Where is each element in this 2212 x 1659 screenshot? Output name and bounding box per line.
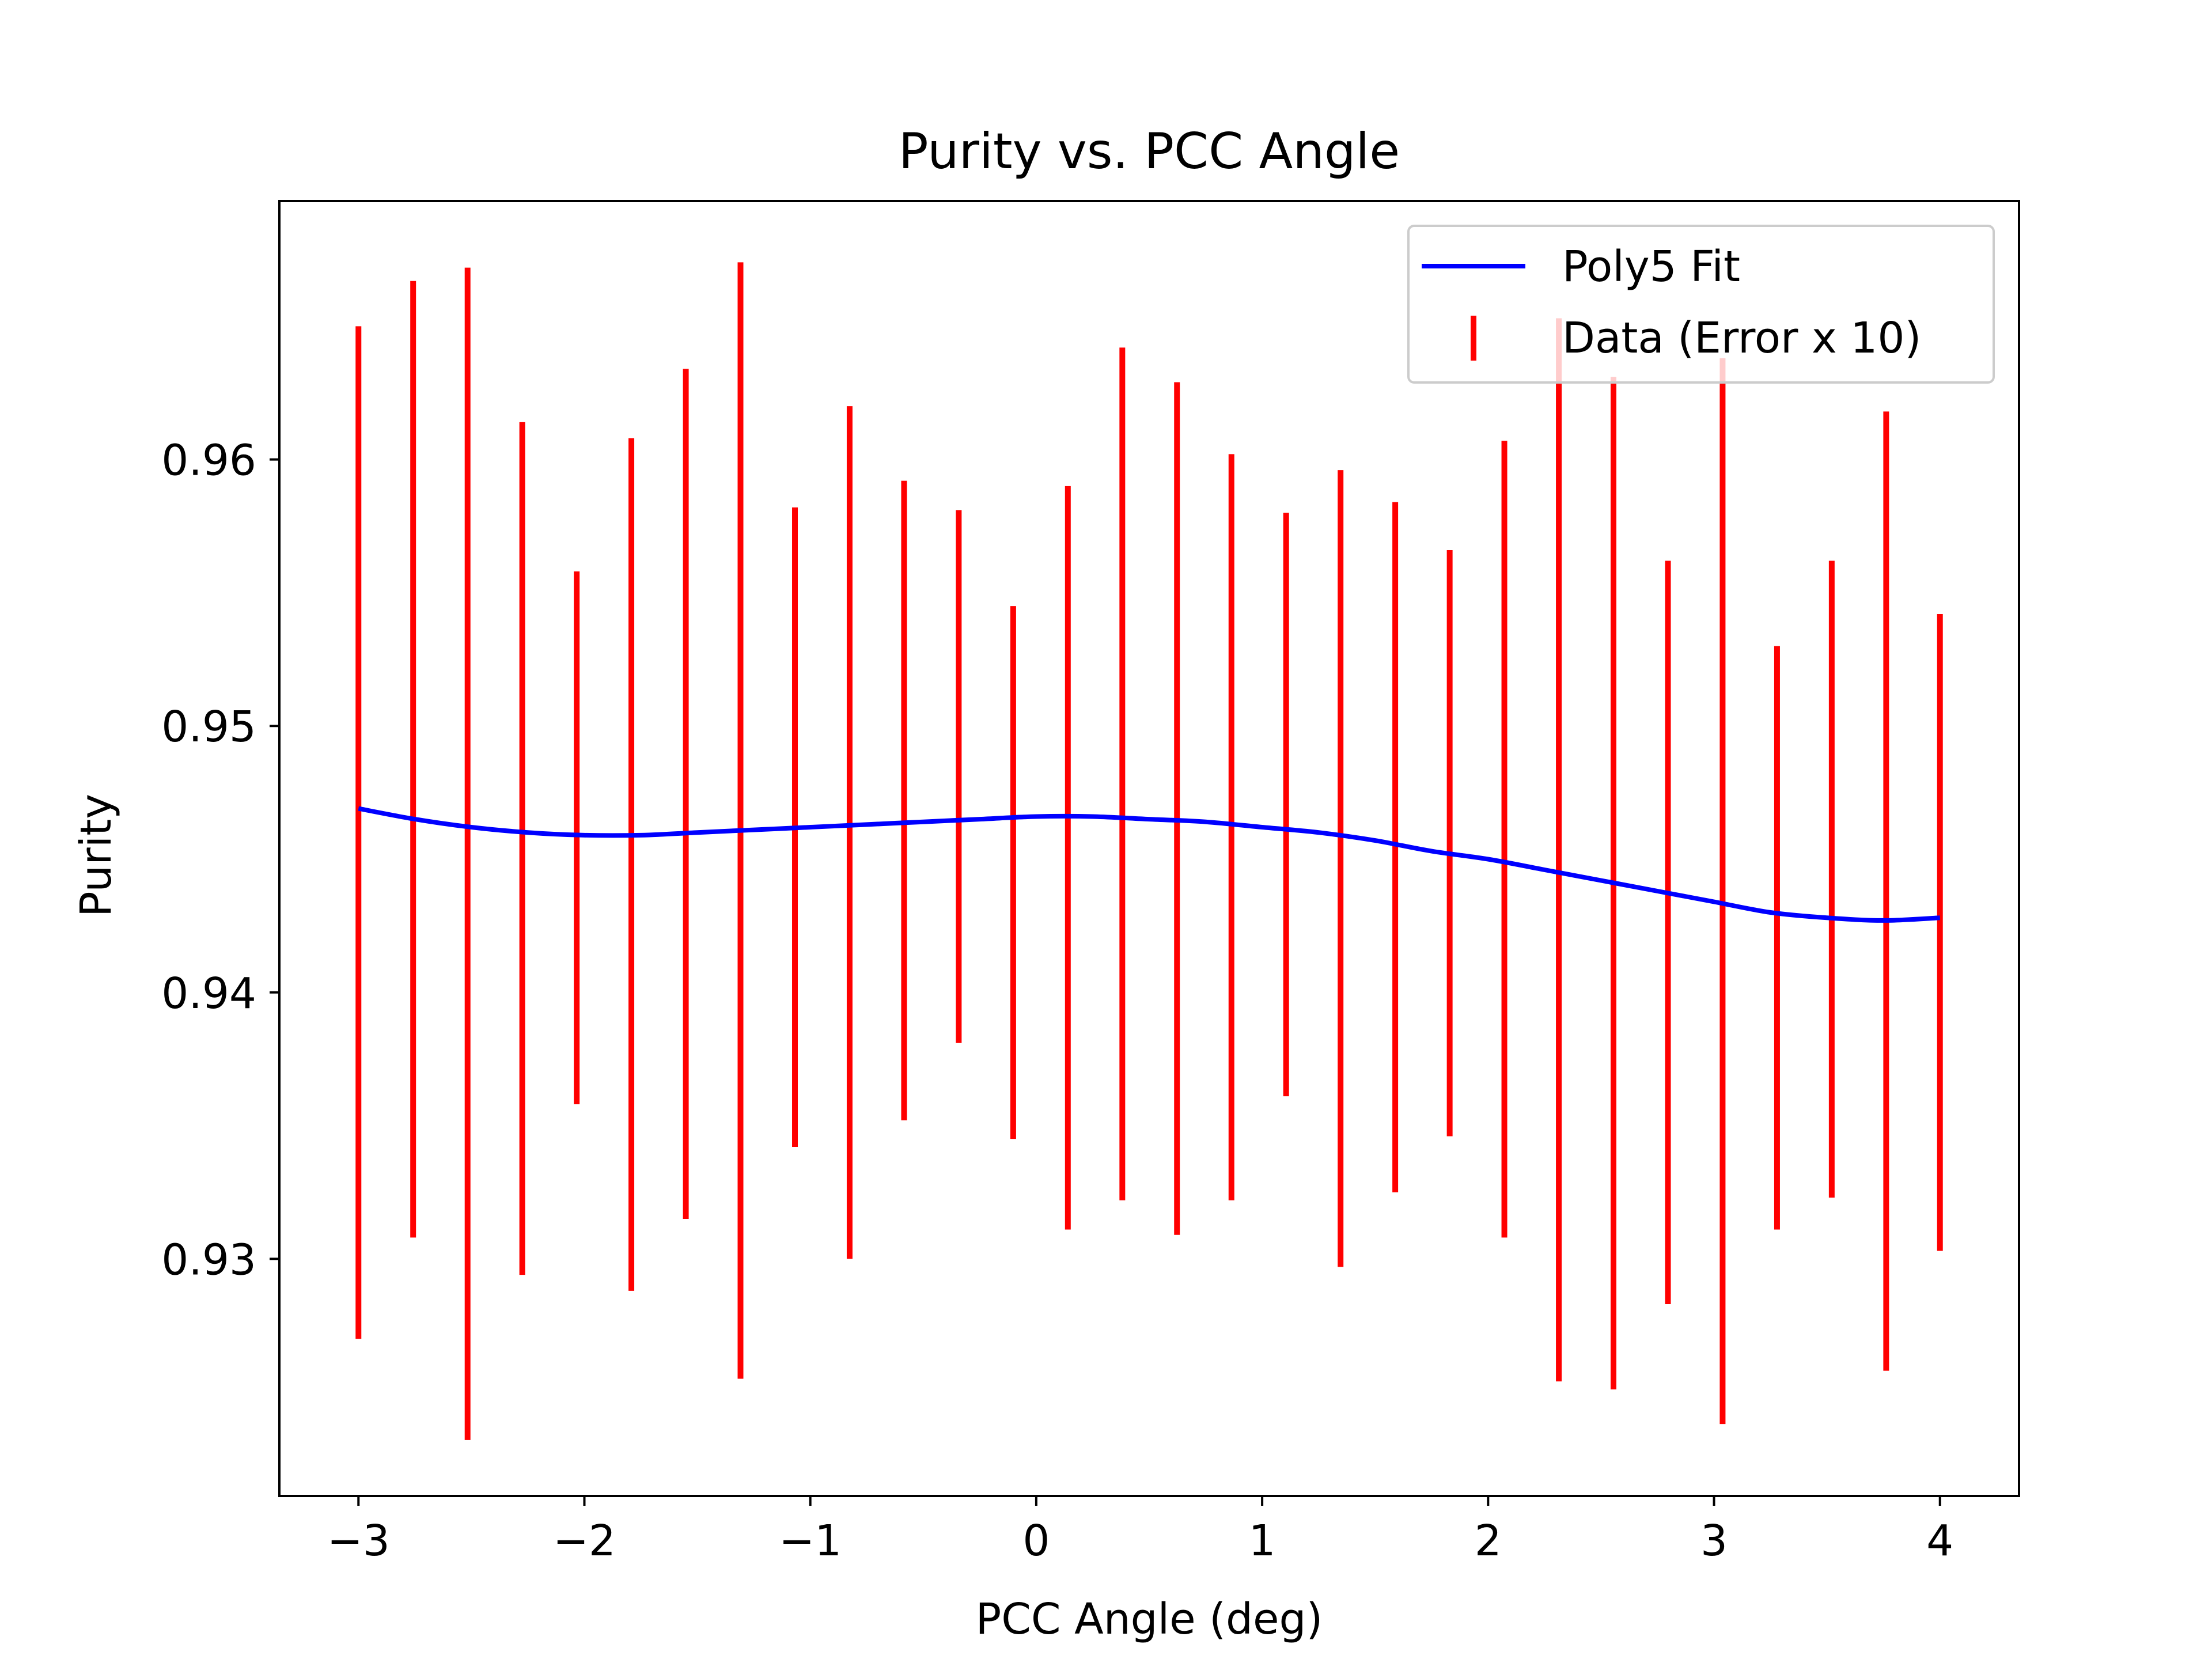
legend-fit-label: Poly5 Fit (1562, 242, 1740, 291)
legend-box (1407, 225, 1995, 384)
x-tick-label: −2 (553, 1516, 616, 1566)
y-tick-label: 0.94 (161, 969, 256, 1018)
x-tick-label: 2 (1475, 1516, 1502, 1566)
y-tick-label: 0.96 (161, 436, 256, 486)
y-tick-label: 0.95 (161, 702, 256, 752)
y-axis-label: Purity (71, 794, 121, 917)
x-tick-label: −3 (327, 1516, 390, 1566)
x-tick-label: 4 (1926, 1516, 1953, 1566)
x-axis-label: PCC Angle (deg) (976, 1594, 1323, 1644)
x-axis: −3 −2 −1 0 1 2 3 4 (327, 1496, 1953, 1566)
legend: Poly5 Fit Data (Error x 10) (1407, 225, 1995, 384)
chart-title: Purity vs. PCC Angle (899, 123, 1400, 180)
fit-line (358, 806, 1940, 923)
x-tick-label: 0 (1022, 1516, 1050, 1566)
x-tick-label: −1 (779, 1516, 842, 1566)
plot-frame (278, 200, 2020, 1497)
y-axis: 0.93 0.94 0.95 0.96 (161, 436, 279, 1285)
y-tick-label: 0.93 (161, 1235, 256, 1285)
x-tick-label: 3 (1700, 1516, 1728, 1566)
legend-data-label: Data (Error x 10) (1562, 313, 1921, 363)
x-tick-label: 1 (1249, 1516, 1276, 1566)
plot-area (278, 200, 2020, 1497)
